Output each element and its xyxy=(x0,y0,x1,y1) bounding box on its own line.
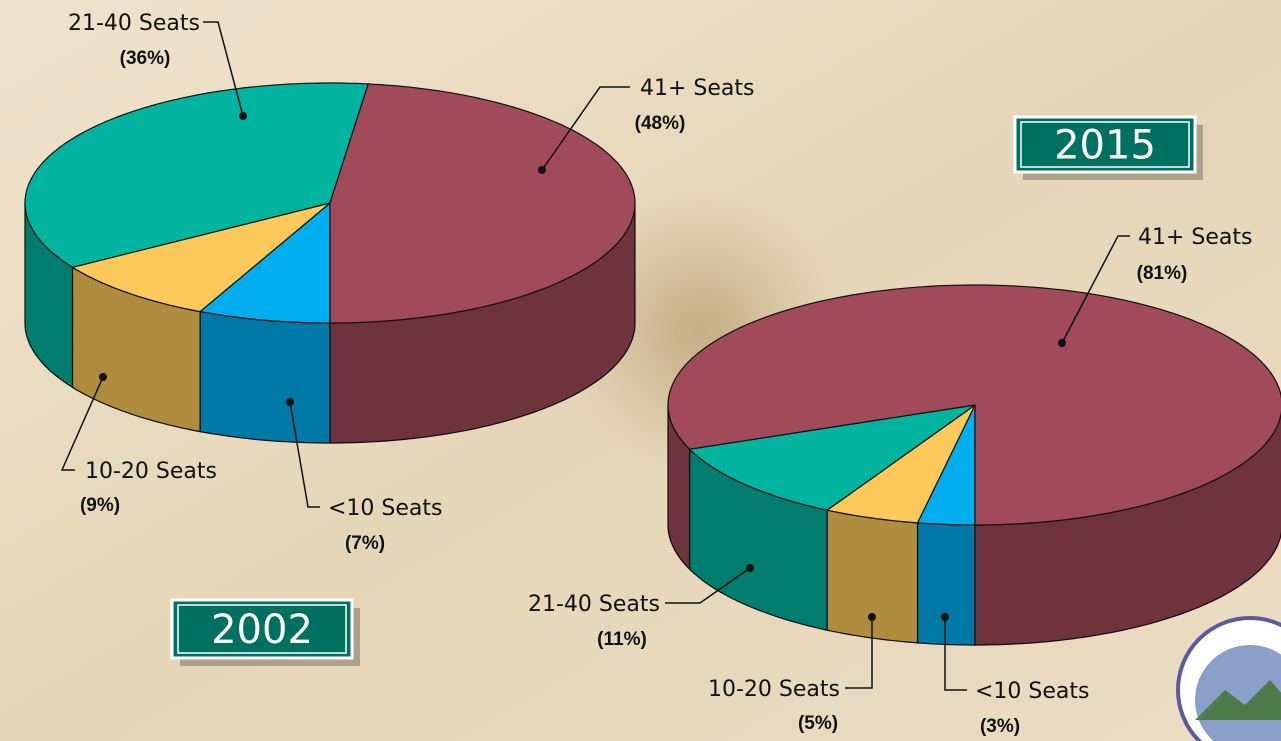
title-box xyxy=(1013,115,1197,174)
value-label: (7%) xyxy=(345,533,385,554)
leader-line xyxy=(289,401,320,508)
slice xyxy=(199,202,331,324)
value-label: (36%) xyxy=(120,48,171,69)
title-box xyxy=(170,598,354,660)
leader-line xyxy=(665,567,751,604)
slice-side-shade xyxy=(330,203,635,443)
category-label: 10-20 Seats xyxy=(708,677,840,702)
leader-dot xyxy=(239,112,247,120)
value-label: (11%) xyxy=(597,629,647,650)
slice-side-shade xyxy=(200,311,330,443)
slice xyxy=(826,404,976,524)
value-label: (3%) xyxy=(980,716,1020,737)
pies: <10 Seats (7%) 10-20 Seats (9%) 21-40 Seats (… xyxy=(24,11,1281,737)
slice xyxy=(71,202,331,313)
slice-side-shade xyxy=(25,203,73,388)
logo xyxy=(1176,616,1281,741)
category-label: 10-20 Seats xyxy=(85,459,217,484)
leader-line xyxy=(944,617,967,691)
category-label: <10 Seats xyxy=(975,679,1090,704)
leader-dot xyxy=(99,373,107,381)
slice-side-shade xyxy=(668,405,690,570)
value-label: (48%) xyxy=(635,113,686,134)
title-box-inner xyxy=(1020,121,1190,168)
leader-dot xyxy=(868,613,876,621)
slice-side-shade xyxy=(917,522,975,645)
category-label: 21-40 Seats xyxy=(68,11,200,36)
slice-side-shade xyxy=(72,267,201,432)
leader-dot xyxy=(286,398,294,406)
chart-title: 2015 xyxy=(1054,123,1156,169)
leader-dot xyxy=(746,564,754,572)
leader-dot xyxy=(538,166,546,174)
slice xyxy=(689,404,976,511)
category-label: 41+ Seats xyxy=(1138,225,1253,250)
leader-line xyxy=(60,376,104,471)
category-label: 41+ Seats xyxy=(640,76,755,101)
leader-line xyxy=(1061,235,1130,344)
value-label: (5%) xyxy=(798,713,838,734)
slice-side-shade xyxy=(975,414,1281,645)
slice-side-shade xyxy=(689,449,828,631)
value-label: (81%) xyxy=(1137,263,1188,284)
leader-line xyxy=(845,617,873,689)
category-label: 21-40 Seats xyxy=(528,592,660,617)
slice xyxy=(24,82,369,268)
chart-title: 2002 xyxy=(211,607,313,653)
leader-line xyxy=(541,86,630,171)
slice xyxy=(667,284,1281,526)
value-label: (9%) xyxy=(80,495,120,516)
leader-dot xyxy=(941,613,949,621)
slice-side-shade xyxy=(827,510,918,643)
leader-line xyxy=(203,21,244,117)
slice xyxy=(329,83,636,324)
leader-dot xyxy=(1058,339,1066,347)
title-box-inner xyxy=(177,604,347,654)
category-label: <10 Seats xyxy=(328,496,443,521)
